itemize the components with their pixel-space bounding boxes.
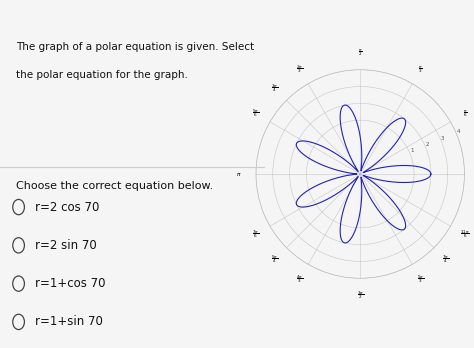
Text: the polar equation for the graph.: the polar equation for the graph. bbox=[16, 70, 188, 80]
Text: Choose the correct equation below.: Choose the correct equation below. bbox=[16, 181, 213, 191]
Text: r=2 cos 70: r=2 cos 70 bbox=[35, 200, 99, 214]
Text: The graph of a polar equation is given. Select: The graph of a polar equation is given. … bbox=[16, 42, 254, 52]
Text: r=2 sin 70: r=2 sin 70 bbox=[35, 239, 96, 252]
Text: r=1+sin 70: r=1+sin 70 bbox=[35, 315, 102, 329]
Text: r=1+cos 70: r=1+cos 70 bbox=[35, 277, 105, 290]
